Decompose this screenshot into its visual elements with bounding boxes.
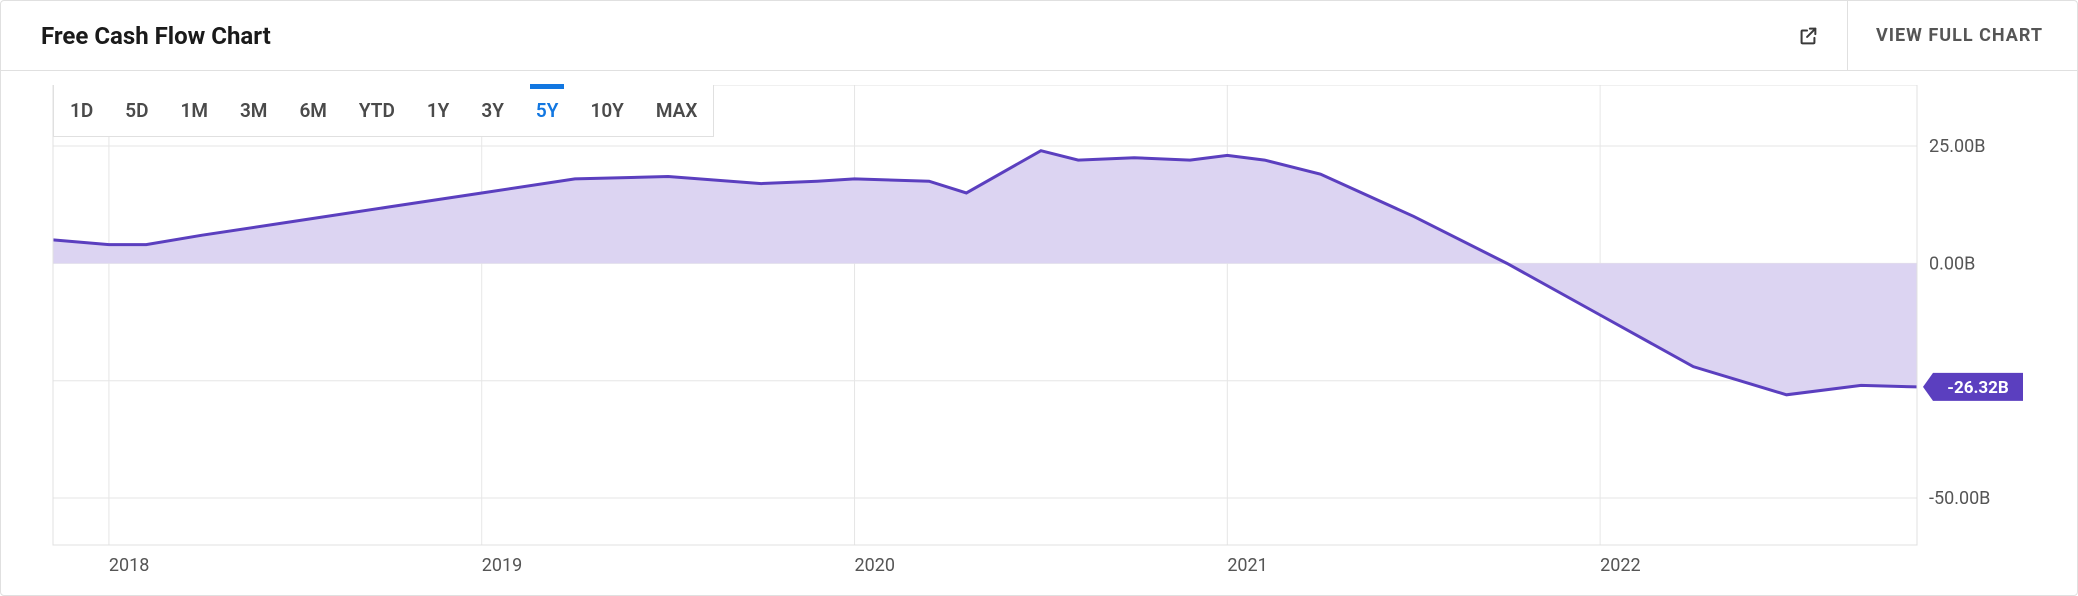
time-range-tabs: 1D5D1M3M6MYTD1Y3Y5Y10YMAX	[53, 85, 714, 137]
svg-text:25.00B: 25.00B	[1929, 136, 1985, 157]
svg-text:0.00B: 0.00B	[1929, 253, 1975, 274]
chart-body: 25.00B0.00B-25.00B-50.00B201820192020202…	[1, 71, 2077, 595]
range-tab-max[interactable]: MAX	[640, 85, 714, 136]
range-tab-1y[interactable]: 1Y	[411, 85, 466, 136]
svg-text:2018: 2018	[109, 555, 149, 576]
svg-text:2019: 2019	[482, 555, 522, 576]
range-tab-3y[interactable]: 3Y	[465, 85, 520, 136]
range-tab-5y[interactable]: 5Y	[520, 85, 575, 136]
range-tab-1m[interactable]: 1M	[164, 85, 223, 136]
header-actions: VIEW FULL CHART	[1797, 1, 2049, 71]
svg-text:2020: 2020	[855, 555, 895, 576]
range-tab-10y[interactable]: 10Y	[574, 85, 639, 136]
popout-icon[interactable]	[1797, 25, 1819, 47]
card-header: Free Cash Flow Chart VIEW FULL CHART	[1, 1, 2077, 71]
range-tab-3m[interactable]: 3M	[224, 85, 283, 136]
range-tab-6m[interactable]: 6M	[283, 85, 342, 136]
svg-text:-26.32B: -26.32B	[1947, 378, 2009, 398]
range-tab-ytd[interactable]: YTD	[343, 85, 411, 136]
svg-text:2021: 2021	[1227, 555, 1267, 576]
svg-text:2022: 2022	[1600, 555, 1640, 576]
chart-wrap: 25.00B0.00B-25.00B-50.00B201820192020202…	[31, 85, 2047, 585]
view-full-chart-button[interactable]: VIEW FULL CHART	[1876, 25, 2049, 46]
chart-card: Free Cash Flow Chart VIEW FULL CHART 25.…	[0, 0, 2078, 596]
fcf-area-chart: 25.00B0.00B-25.00B-50.00B201820192020202…	[31, 85, 2047, 585]
svg-text:-50.00B: -50.00B	[1929, 488, 1990, 509]
header-divider	[1847, 1, 1848, 71]
range-tab-1d[interactable]: 1D	[54, 85, 109, 136]
chart-title: Free Cash Flow Chart	[41, 22, 271, 50]
range-tab-5d[interactable]: 5D	[109, 85, 164, 136]
